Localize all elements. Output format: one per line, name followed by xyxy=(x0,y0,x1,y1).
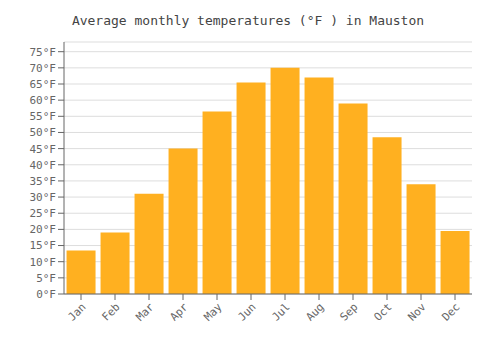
svg-text:50°F: 50°F xyxy=(30,126,57,139)
svg-text:70°F: 70°F xyxy=(30,62,57,75)
html-text:Average monthly temperatures (: Average monthly temperatures (°F ) in Ma… xyxy=(71,13,425,28)
svg-text:40°F: 40°F xyxy=(30,159,57,172)
svg-text:75°F: 75°F xyxy=(30,46,57,59)
svg-text:55°F: 55°F xyxy=(30,110,57,123)
svg-text:Sep: Sep xyxy=(337,300,360,323)
svg-text:65°F: 65°F xyxy=(30,78,57,91)
svg-text:60°F: 60°F xyxy=(30,94,57,107)
svg-text:25°F: 25°F xyxy=(30,207,57,220)
svg-text:35°F: 35°F xyxy=(30,175,57,188)
svg-text:Jun: Jun xyxy=(235,300,258,323)
svg-text:Jan: Jan xyxy=(65,300,88,323)
svg-text:May: May xyxy=(201,300,225,324)
svg-text:0°F: 0°F xyxy=(36,288,56,301)
svg-text:30°F: 30°F xyxy=(30,191,57,204)
svg-text:Oct: Oct xyxy=(371,300,394,323)
svg-text:5°F: 5°F xyxy=(36,272,56,285)
svg-text:15°F: 15°F xyxy=(30,239,57,252)
svg-text:Nov: Nov xyxy=(405,300,429,324)
svg-text:Aug: Aug xyxy=(303,300,326,323)
svg-text:Jul: Jul xyxy=(269,300,292,323)
svg-text:Mar: Mar xyxy=(133,300,157,324)
svg-text:Apr: Apr xyxy=(167,300,191,324)
svg-text:Dec: Dec xyxy=(439,300,462,323)
svg-text:45°F: 45°F xyxy=(30,143,57,156)
svg-text:20°F: 20°F xyxy=(30,223,57,236)
svg-text:Feb: Feb xyxy=(99,300,122,323)
svg-text:10°F: 10°F xyxy=(30,256,57,269)
